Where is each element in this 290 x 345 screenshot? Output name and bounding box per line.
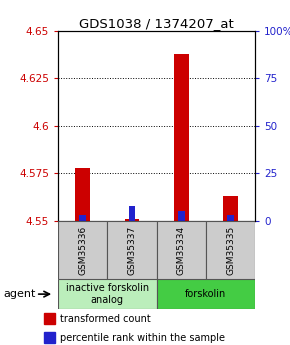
Bar	[174, 54, 188, 221]
Bar	[206, 221, 255, 279]
Title: GDS1038 / 1374207_at: GDS1038 / 1374207_at	[79, 17, 234, 30]
Text: GSM35334: GSM35334	[177, 226, 186, 275]
Bar	[129, 206, 135, 221]
Text: percentile rank within the sample: percentile rank within the sample	[60, 333, 225, 343]
Bar	[79, 215, 86, 221]
Bar	[178, 211, 184, 221]
Text: inactive forskolin
analog: inactive forskolin analog	[66, 283, 149, 305]
Text: transformed count: transformed count	[60, 314, 151, 324]
Bar	[227, 215, 234, 221]
Text: agent: agent	[3, 289, 35, 299]
Bar	[124, 219, 139, 221]
Text: forskolin: forskolin	[185, 289, 226, 299]
Bar	[58, 279, 157, 309]
Bar	[223, 196, 238, 221]
Bar	[157, 279, 255, 309]
Bar	[58, 221, 107, 279]
Text: GSM35337: GSM35337	[127, 226, 137, 275]
Text: GSM35336: GSM35336	[78, 226, 87, 275]
Bar	[75, 168, 90, 221]
Bar	[44, 313, 55, 324]
Text: GSM35335: GSM35335	[226, 226, 235, 275]
Bar	[157, 221, 206, 279]
Bar	[107, 221, 157, 279]
Bar	[44, 332, 55, 343]
